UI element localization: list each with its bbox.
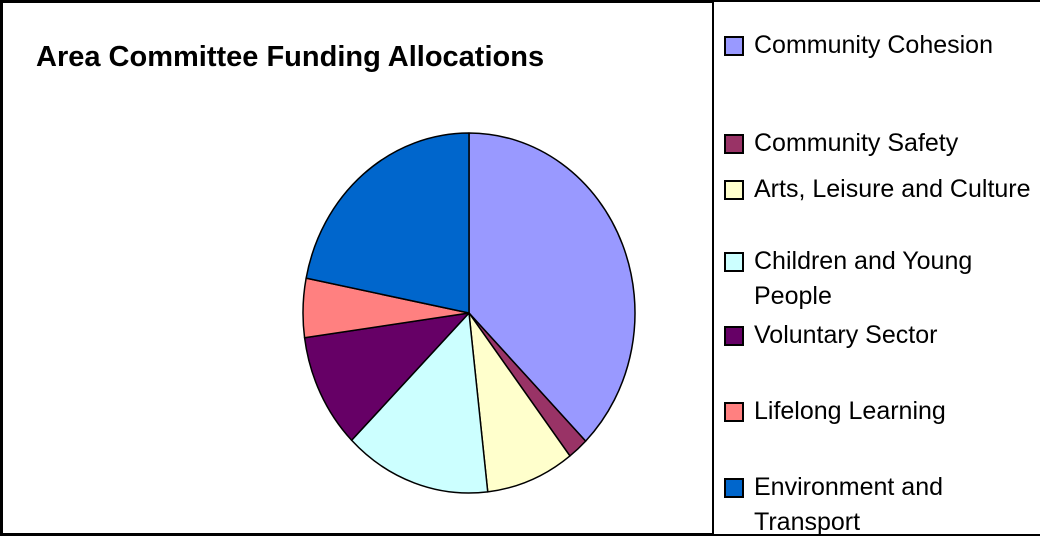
- legend-label: Children and Young People: [754, 247, 973, 310]
- pie-slice: [350, 312, 489, 494]
- legend-label: Community Safety: [754, 129, 959, 157]
- pie-slice: [468, 312, 571, 493]
- legend-swatch: [724, 134, 744, 154]
- legend: Community Cohesion Community Safety Arts, …: [712, 0, 1040, 536]
- legend-swatch: [724, 36, 744, 56]
- legend-label: Voluntary Sector: [754, 321, 938, 349]
- legend-label: Community Cohesion: [754, 31, 993, 59]
- pie-slice: [303, 312, 470, 442]
- legend-swatch: [724, 180, 744, 200]
- pie-slice: [305, 132, 470, 314]
- legend-swatch: [724, 326, 744, 346]
- chart-title: Area Committee Funding Allocations: [36, 41, 545, 73]
- legend-label: Lifelong Learning: [754, 397, 946, 425]
- legend-swatch: [724, 478, 744, 498]
- pie-area: [302, 132, 636, 494]
- legend-swatch: [724, 402, 744, 422]
- legend-label: Environment and Transport: [754, 473, 944, 536]
- legend-swatch: [724, 252, 744, 272]
- pie-slice: [468, 132, 636, 442]
- legend-label: Arts, Leisure and Culture: [754, 175, 1031, 203]
